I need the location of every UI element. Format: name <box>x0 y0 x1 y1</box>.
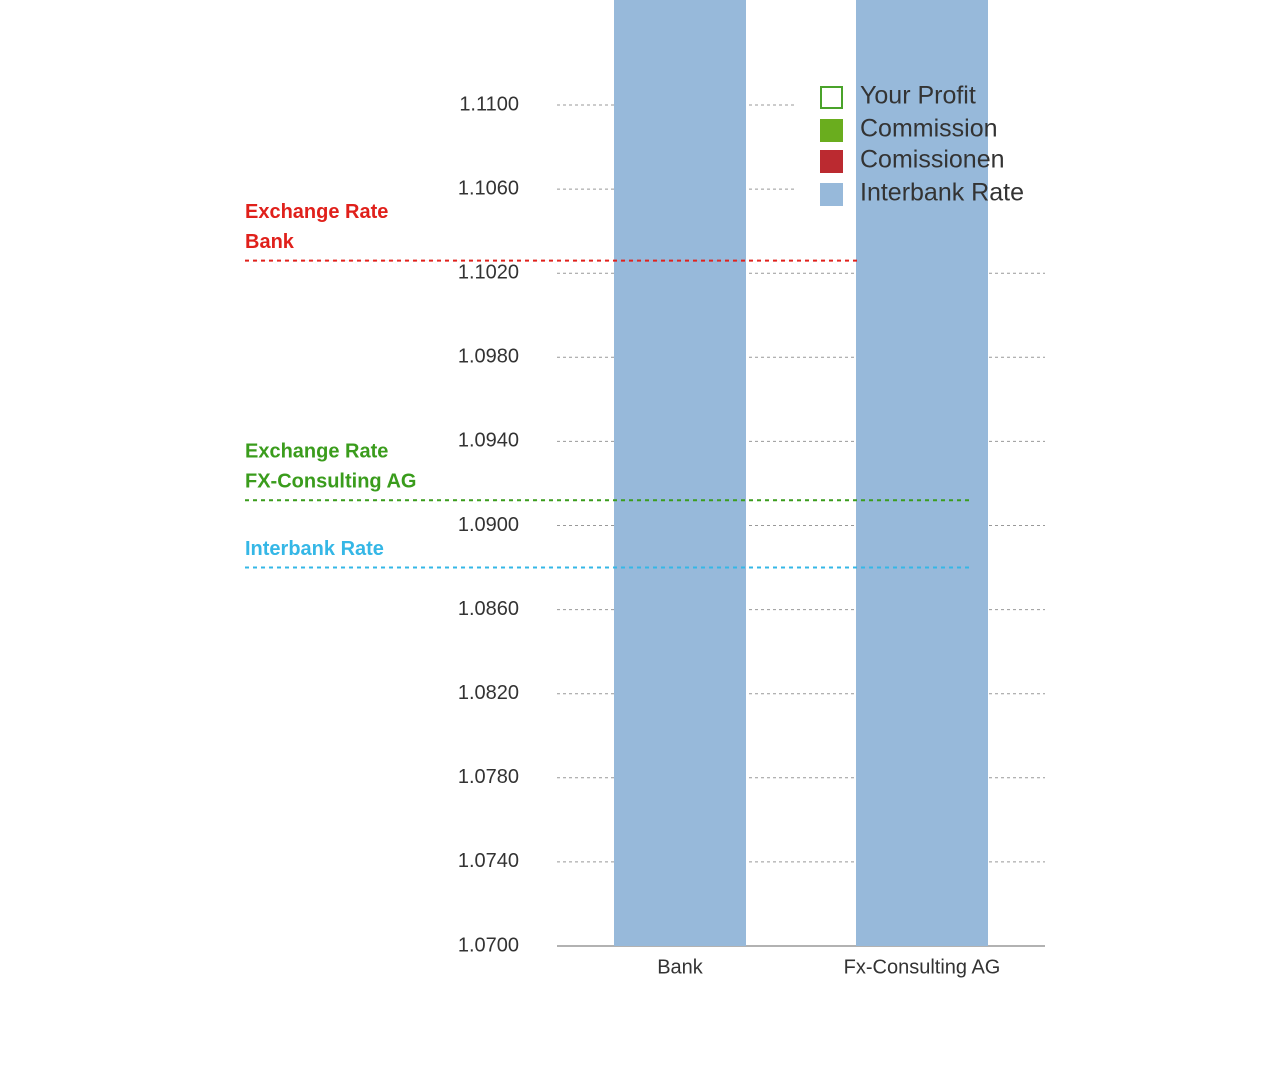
y-tick-label: 1.0980 <box>458 346 519 368</box>
x-tick-label: Fx-Consulting AG <box>844 956 1001 978</box>
annotation-label: Exchange Rate <box>245 441 388 463</box>
annotation-label: Bank <box>245 231 295 253</box>
y-tick-label: 1.1060 <box>458 177 519 199</box>
legend-label: Comissionen <box>860 146 1005 174</box>
y-tick-label: 1.0780 <box>458 766 519 788</box>
legend-label: Interbank Rate <box>860 179 1024 207</box>
x-tick-label: Bank <box>657 956 704 978</box>
y-tick-label: 1.0860 <box>458 598 519 620</box>
annotation-label: FX-Consulting AG <box>245 471 416 493</box>
annotation-label: Interbank Rate <box>245 538 384 560</box>
y-tick-label: 1.0900 <box>458 514 519 536</box>
legend-swatch <box>820 119 843 142</box>
legend-swatch <box>820 86 843 109</box>
bar-segment <box>614 0 746 946</box>
legend-label: Your Profit <box>860 82 976 110</box>
legend-label: Commission <box>860 115 998 143</box>
y-tick-label: 1.0740 <box>458 850 519 872</box>
bar-segment <box>856 0 988 946</box>
legend-swatch <box>820 150 843 173</box>
y-tick-label: 1.0940 <box>458 430 519 452</box>
y-tick-label: 1.1100 <box>459 93 519 115</box>
y-tick-label: 1.0820 <box>458 682 519 704</box>
annotation-label: Exchange Rate <box>245 201 388 223</box>
y-tick-label: 1.1020 <box>458 261 519 283</box>
y-tick-label: 1.0700 <box>458 934 519 956</box>
legend-swatch <box>820 183 843 206</box>
